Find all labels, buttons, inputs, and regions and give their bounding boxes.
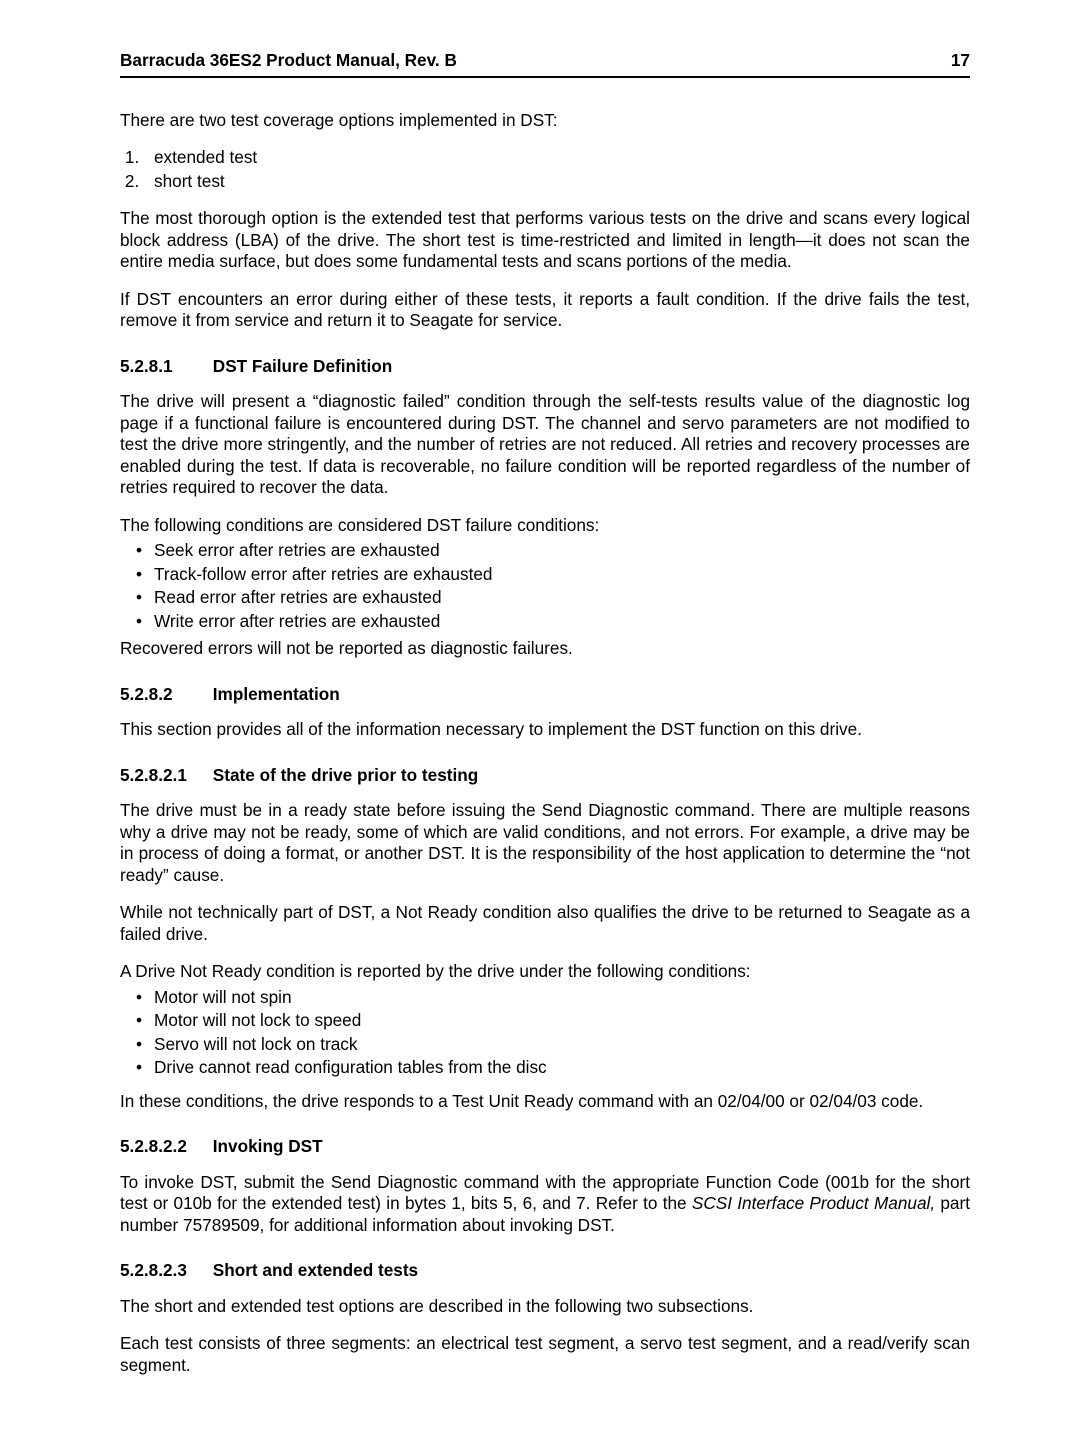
heading-number: 5.2.8.2.2 <box>120 1136 208 1158</box>
s52821-p2: While not technically part of DST, a Not… <box>120 902 970 945</box>
list-item: short test <box>144 171 970 193</box>
heading-title: State of the drive prior to testing <box>213 765 478 785</box>
page: Barracuda 36ES2 Product Manual, Rev. B 1… <box>0 0 1080 1452</box>
heading-5-2-8-2-3: 5.2.8.2.3 Short and extended tests <box>120 1260 970 1282</box>
list-item: Motor will not spin <box>136 987 970 1009</box>
intro-p1: There are two test coverage options impl… <box>120 110 970 132</box>
s52821-bullets: Motor will not spin Motor will not lock … <box>120 987 970 1079</box>
s5281-p1: The drive will present a “diagnostic fai… <box>120 391 970 499</box>
heading-title: Implementation <box>213 684 340 704</box>
heading-number: 5.2.8.1 <box>120 356 208 378</box>
s5281-bullets: Seek error after retries are exhausted T… <box>120 540 970 632</box>
list-item: Seek error after retries are exhausted <box>136 540 970 562</box>
s52823-p2: Each test consists of three segments: an… <box>120 1333 970 1376</box>
heading-title: DST Failure Definition <box>213 356 393 376</box>
s52821-p4: In these conditions, the drive responds … <box>120 1091 970 1113</box>
list-item: Drive cannot read configuration tables f… <box>136 1057 970 1079</box>
heading-title: Short and extended tests <box>213 1260 418 1280</box>
s52822-p1: To invoke DST, submit the Send Diagnosti… <box>120 1172 970 1237</box>
s52821-p3: A Drive Not Ready condition is reported … <box>120 961 970 983</box>
list-item: Read error after retries are exhausted <box>136 587 970 609</box>
list-item: extended test <box>144 147 970 169</box>
header-title: Barracuda 36ES2 Product Manual, Rev. B <box>120 50 457 72</box>
s5282-p1: This section provides all of the informa… <box>120 719 970 741</box>
heading-5-2-8-2: 5.2.8.2 Implementation <box>120 684 970 706</box>
page-number: 17 <box>951 50 970 72</box>
heading-5-2-8-2-2: 5.2.8.2.2 Invoking DST <box>120 1136 970 1158</box>
heading-5-2-8-2-1: 5.2.8.2.1 State of the drive prior to te… <box>120 765 970 787</box>
intro-option-list: extended test short test <box>120 147 970 192</box>
heading-number: 5.2.8.2.1 <box>120 765 208 787</box>
s52823-p1: The short and extended test options are … <box>120 1296 970 1318</box>
intro-p3: If DST encounters an error during either… <box>120 289 970 332</box>
s5281-p3: Recovered errors will not be reported as… <box>120 638 970 660</box>
heading-title: Invoking DST <box>213 1136 323 1156</box>
list-item: Motor will not lock to speed <box>136 1010 970 1032</box>
page-header: Barracuda 36ES2 Product Manual, Rev. B 1… <box>120 50 970 78</box>
list-item: Servo will not lock on track <box>136 1034 970 1056</box>
italic-reference: SCSI Interface Product Manual, <box>692 1193 935 1213</box>
s5281-p2: The following conditions are considered … <box>120 515 970 537</box>
heading-number: 5.2.8.2 <box>120 684 208 706</box>
intro-p2: The most thorough option is the extended… <box>120 208 970 273</box>
heading-number: 5.2.8.2.3 <box>120 1260 208 1282</box>
list-item: Track-follow error after retries are exh… <box>136 564 970 586</box>
s52821-p1: The drive must be in a ready state befor… <box>120 800 970 886</box>
heading-5-2-8-1: 5.2.8.1 DST Failure Definition <box>120 356 970 378</box>
list-item: Write error after retries are exhausted <box>136 611 970 633</box>
